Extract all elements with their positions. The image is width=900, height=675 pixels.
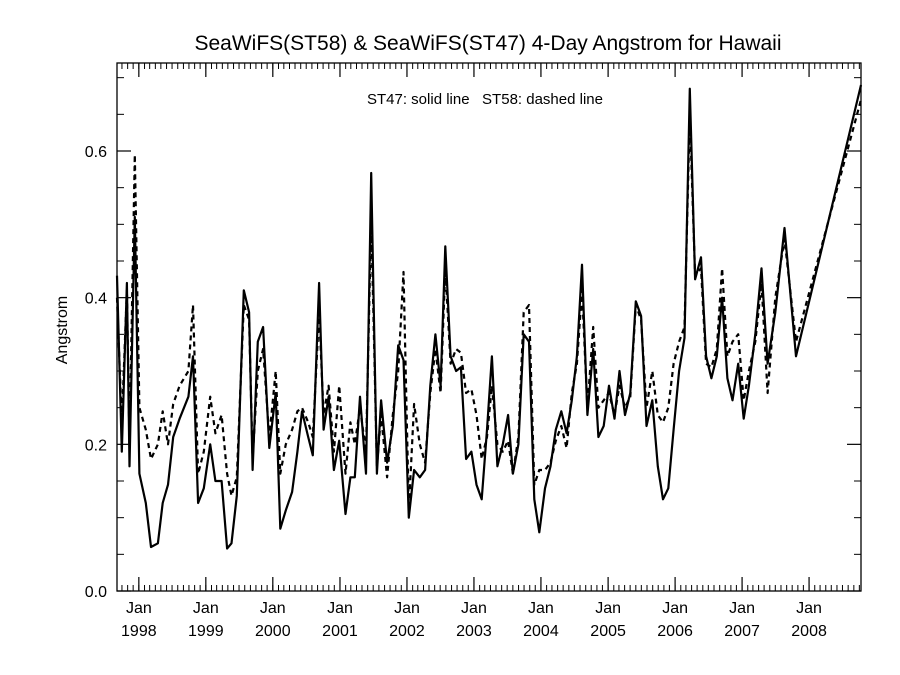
chart-title: SeaWiFS(ST58) & SeaWiFS(ST47) 4-Day Angs… [195,32,782,55]
x-tick-label-year: 2003 [456,623,492,640]
x-tick-label-month: Jan [528,600,554,617]
y-tick-label: 0.6 [85,144,107,161]
x-tick-label-month: Jan [729,600,755,617]
y-tick-label: 0.2 [85,437,107,454]
y-axis-label: Angstrom [54,296,71,364]
x-tick-label-year: 2008 [791,623,827,640]
x-tick-label-year: 2002 [389,623,425,640]
x-tick-label-month: Jan [394,600,420,617]
x-tick-label-year: 2007 [724,623,760,640]
x-tick-label-month: Jan [260,600,286,617]
x-tick-label-year: 2000 [255,623,291,640]
x-tick-label-month: Jan [327,600,353,617]
x-tick-label-month: Jan [193,600,219,617]
x-tick-label-month: Jan [796,600,822,617]
axes-layer [117,63,861,592]
x-tick-label-month: Jan [461,600,487,617]
x-tick-label-month: Jan [595,600,621,617]
plot-frame [116,62,862,592]
series-line-st58 [115,99,863,512]
series-layer [115,84,863,550]
x-tick-label-year: 2005 [590,623,626,640]
x-tick-label-year: 2006 [657,623,693,640]
y-tick-label: 0.0 [85,584,107,601]
series-line-st47 [115,84,863,550]
x-tick-label-year: 2001 [322,623,358,640]
x-tick-label-year: 1998 [121,623,157,640]
x-tick-label-month: Jan [126,600,152,617]
x-tick-label-month: Jan [662,600,688,617]
x-tick-label-year: 2004 [523,623,559,640]
y-tick-label: 0.4 [85,291,107,308]
line-style-annotation: ST47: solid line ST58: dashed line [367,91,603,108]
tick-label-layer: 0.0 0.2 0.4 0.6 Jan 1998 Jan 1999 Jan 2000 Jan 2001… [85,144,827,640]
x-tick-label-year: 1999 [188,623,224,640]
